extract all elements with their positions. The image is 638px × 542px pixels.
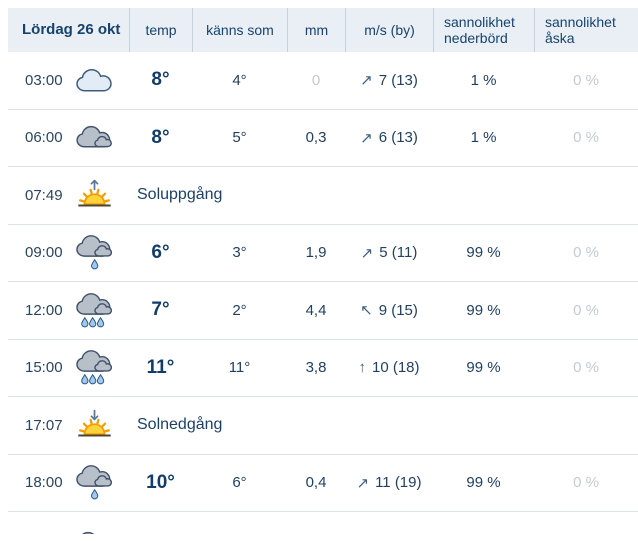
time-cell: 07:49 (8, 178, 129, 213)
cloudy-icon (73, 68, 115, 93)
wind-cell: ↗ 11 (19) (345, 474, 433, 492)
time-cell: 03:00 (8, 68, 129, 93)
forecast-row: 09:00 6° 3° 1,9 ↗ 5 (11) 99 % 0 % (8, 225, 638, 282)
wind-direction-arrow-icon: ↑ (358, 359, 366, 377)
time-label: 17:07 (25, 416, 63, 434)
rain-icon (73, 292, 115, 329)
precip-mm-value: 1,9 (305, 244, 327, 262)
thunder-probability-value: 0 % (573, 71, 599, 89)
precip-probability-value: 99 % (466, 474, 501, 492)
precip-mm-value: 0 (311, 71, 321, 89)
temp-value: 10° (146, 471, 175, 493)
wind-speed-value: 9 (15) (378, 301, 418, 319)
thunder-probability-value: 0 % (573, 129, 599, 147)
wind-cell: ↗ 6 (13) (345, 129, 433, 147)
day-header: Lördag 26 okt (22, 21, 121, 39)
temp-value: 11° (146, 356, 175, 378)
rain-icon (73, 349, 115, 386)
time-cell: 17:07 (8, 408, 129, 443)
time-label: 12:00 (25, 301, 63, 319)
wind-speed-value: 6 (13) (378, 129, 418, 147)
wind-cell: ↖ 9 (15) (345, 301, 433, 320)
sunrise-icon (73, 178, 115, 213)
wind-speed-value: 10 (18) (371, 359, 420, 377)
wind-direction-arrow-icon: ↗ (360, 72, 373, 90)
forecast-row: 15:00 11° 11° 3,8 ↑ 10 (18) 99 % 0 % (8, 340, 638, 397)
wind-direction-arrow-icon: ↖ (360, 302, 373, 320)
sun-event-label: Soluppgång (137, 186, 223, 204)
precip-mm-value: 3,8 (305, 359, 327, 377)
temp-value: 6° (151, 241, 170, 263)
time-label: 06:00 (25, 129, 63, 147)
forecast-row: 12:00 7° 2° 4,4 ↖ 9 (15) 99 % 0 % (8, 282, 638, 340)
wind-direction-arrow-icon: ↗ (360, 244, 374, 262)
weather-forecast-table: Lördag 26 okt temp känns som mm m/s (by)… (8, 8, 638, 534)
precip-probability-value: 99 % (466, 301, 501, 319)
precip-probability-value: 99 % (466, 359, 501, 377)
overcast-clouds-icon (73, 125, 115, 151)
precip-probability-value: 1 % (470, 129, 497, 147)
precip-mm-value: 0,4 (305, 474, 327, 492)
sun-event-row: 07:49 Soluppgång (8, 167, 638, 225)
precip-probability-value: 1 % (470, 71, 497, 89)
temp-value: 8° (151, 69, 170, 91)
time-cell: 18:00 (8, 464, 129, 501)
thunder-probability-value: 0 % (573, 474, 599, 492)
wind-speed-value: 5 (11) (379, 244, 418, 262)
feels-like-value: 2° (232, 301, 247, 319)
precip-mm-value: 4,4 (305, 301, 327, 319)
time-label: 09:00 (25, 244, 63, 262)
feels-like-value: 6° (232, 474, 247, 492)
forecast-row: 03:00 8° 4° 0 ↗ 7 (13) 1 % 0 % (8, 52, 638, 110)
precip-mm-value: 0,3 (305, 129, 327, 147)
forecast-row: 06:00 8° 5° 0,3 ↗ 6 (13) 1 % 0 % (8, 110, 638, 167)
col-header-wind: m/s (by) (345, 8, 433, 52)
wind-direction-arrow-icon: ↗ (356, 474, 370, 492)
time-label: 07:49 (25, 186, 63, 204)
col-header-feels-like: känns som (192, 8, 287, 52)
col-header-precip-probability: sannolikhet nederbörd (433, 8, 534, 52)
feels-like-value: 3° (232, 244, 247, 262)
light-rain-icon (73, 464, 115, 501)
col-header-thunder-probability: sannolikhet åska (534, 8, 638, 52)
thunder-probability-value: 0 % (573, 301, 599, 319)
wind-speed-value: 11 (19) (375, 474, 422, 492)
temp-value: 8° (151, 126, 170, 148)
wind-cell: ↗ 7 (13) (345, 71, 433, 90)
time-cell: 06:00 (8, 125, 129, 151)
table-header-row: Lördag 26 okt temp känns som mm m/s (by)… (8, 8, 638, 52)
sun-event-label: Solnedgång (137, 416, 223, 434)
time-cell: 12:00 (8, 292, 129, 329)
feels-like-value: 4° (232, 71, 247, 89)
time-label: 15:00 (25, 359, 63, 377)
partial-next-row (8, 512, 638, 534)
feels-like-value: 5° (232, 129, 247, 147)
forecast-row: 18:00 10° 6° 0,4 ↗ 11 (19) 99 % 0 % (8, 455, 638, 512)
wind-direction-arrow-icon: ↗ (360, 129, 373, 147)
sunset-icon (73, 408, 115, 443)
wind-cell: ↗ 5 (11) (345, 244, 433, 262)
sun-event-row: 17:07 Solnedgång (8, 397, 638, 455)
time-cell: 09:00 (8, 234, 129, 271)
thunder-probability-value: 0 % (573, 359, 599, 377)
temp-value: 7° (151, 299, 170, 321)
wind-cell: ↑ 10 (18) (345, 359, 433, 376)
time-label: 03:00 (25, 71, 63, 89)
feels-like-value: 11° (228, 359, 251, 377)
time-cell: 15:00 (8, 349, 129, 386)
precip-probability-value: 99 % (466, 244, 501, 262)
light-rain-icon (73, 234, 115, 271)
col-header-temp: temp (129, 8, 192, 52)
thunder-probability-value: 0 % (573, 244, 599, 262)
wind-speed-value: 7 (13) (378, 71, 418, 89)
time-label: 18:00 (25, 474, 63, 492)
col-header-mm: mm (287, 8, 345, 52)
